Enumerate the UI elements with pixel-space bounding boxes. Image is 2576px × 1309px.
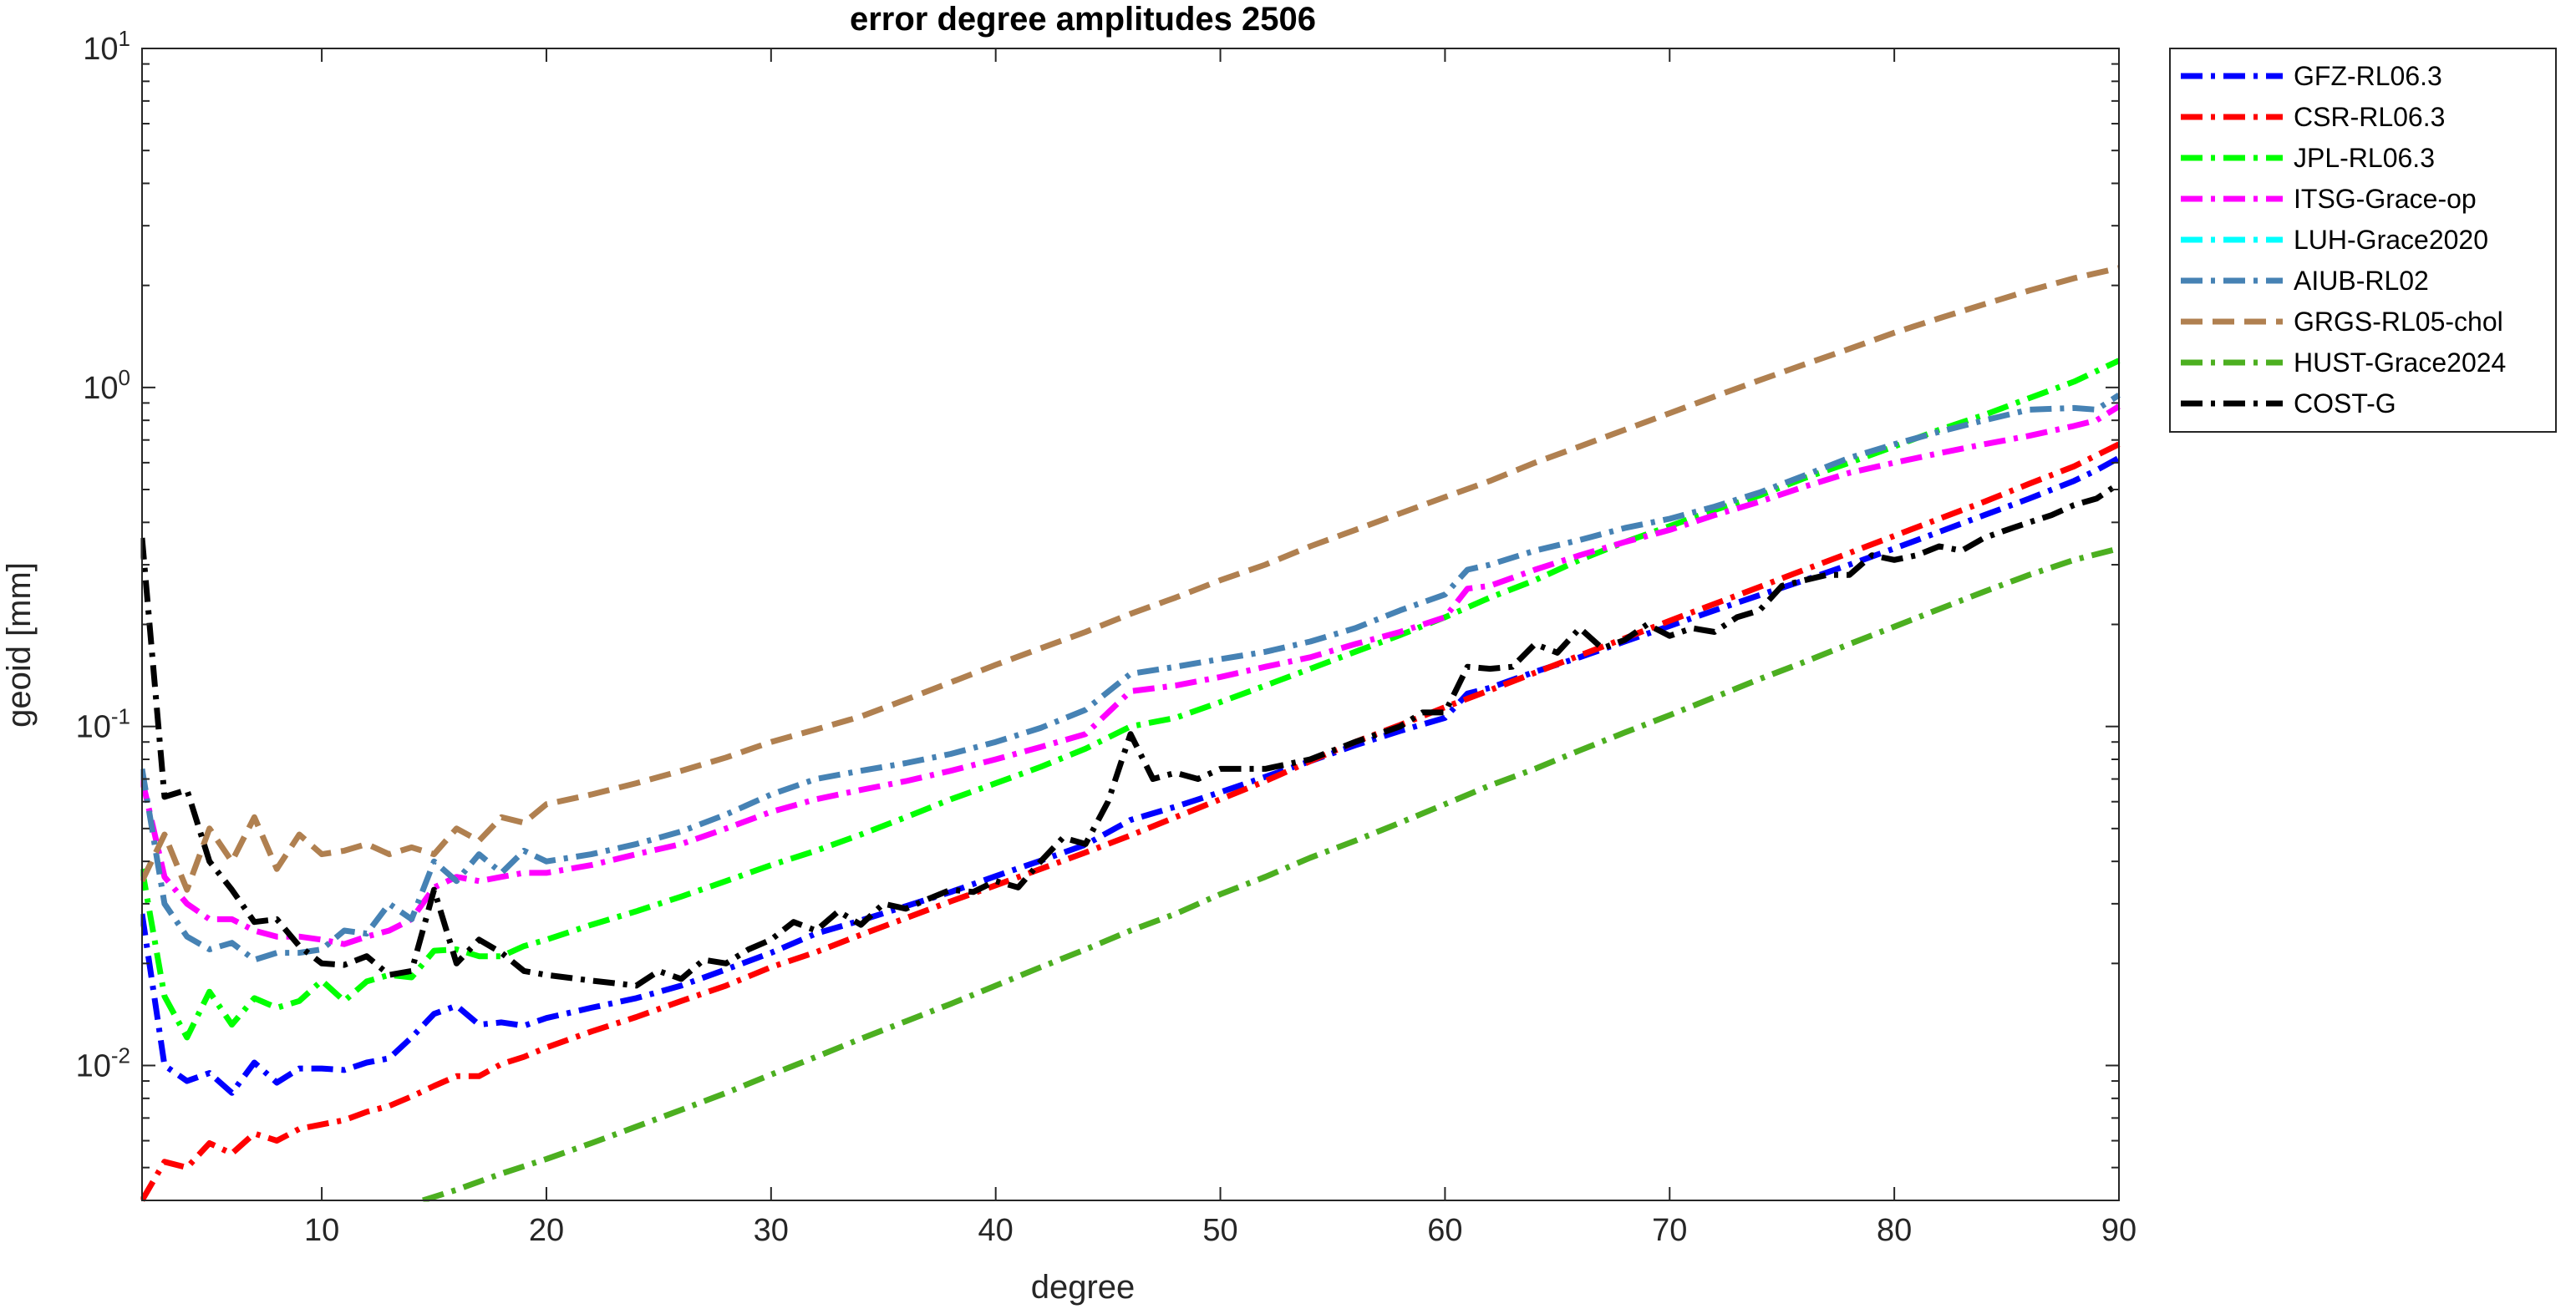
x-tick-label: 50 <box>1202 1213 1237 1248</box>
x-tick-label: 90 <box>2101 1213 2137 1248</box>
legend-label-csr-rl06-3: CSR-RL06.3 <box>2294 102 2445 132</box>
x-tick-label: 60 <box>1427 1213 1462 1248</box>
x-tick-label: 30 <box>754 1213 789 1248</box>
legend-label-gfz-rl06-3: GFZ-RL06.3 <box>2294 61 2442 91</box>
series-line-aiub-rl02 <box>139 392 2121 963</box>
series-lines <box>139 265 2121 1204</box>
y-axis-ticks: 10-2 10-1 100 101 <box>76 26 2119 1201</box>
x-tick-label: 40 <box>978 1213 1014 1248</box>
x-tick-label: 80 <box>1877 1213 1912 1248</box>
clip-mask-bottom <box>0 1201 2152 1309</box>
y-tick-label: 10-2 <box>76 1043 130 1084</box>
y-tick-label: 101 <box>83 26 130 67</box>
chart-title: error degree amplitudes 2506 <box>850 1 1316 38</box>
series-line-hust-grace2024 <box>422 545 2120 1204</box>
clip-mask-left <box>0 45 141 1204</box>
legend-label-grgs-rl05-chol: GRGS-RL05-chol <box>2294 307 2503 337</box>
series-line-grgs-rl05-chol <box>139 265 2120 893</box>
series-line-cost-g <box>139 481 2121 989</box>
legend-label-luh-grace2020: LUH-Grace2020 <box>2294 225 2488 255</box>
legend: GFZ-RL06.3 CSR-RL06.3 JPL-RL06.3 ITSG-Grace… <box>2169 48 2557 433</box>
y-axis-label: geoid [mm] <box>1 562 38 728</box>
legend-label-aiub-rl02: AIUB-RL02 <box>2294 266 2429 296</box>
series-line-jpl-rl06-3 <box>139 358 2121 1041</box>
x-tick-label: 70 <box>1652 1213 1687 1248</box>
y-tick-label: 100 <box>83 365 130 406</box>
plot-area: 10 20 30 40 50 60 70 80 90 10-2 10-1 100 101 <box>0 26 2152 1309</box>
series-line-csr-rl06-3 <box>139 441 2121 1202</box>
x-axis-label: degree <box>1031 1269 1136 1306</box>
legend-label-cost-g: COST-G <box>2294 388 2396 419</box>
axes-background <box>142 48 2119 1200</box>
legend-label-hust-grace2024: HUST-Grace2024 <box>2294 348 2506 378</box>
x-tick-label: 20 <box>529 1213 564 1248</box>
legend-label-itsg-grace-op: ITSG-Grace-op <box>2294 184 2477 214</box>
x-axis-ticks: 10 20 30 40 50 60 70 80 90 <box>304 48 2137 1248</box>
y-tick-label: 10-1 <box>76 704 130 745</box>
series-line-itsg-grace-op <box>139 403 2121 947</box>
x-tick-label: 10 <box>304 1213 339 1248</box>
series-line-gfz-rl06-3 <box>139 455 2121 1096</box>
legend-label-jpl-rl06-3: JPL-RL06.3 <box>2294 143 2435 173</box>
